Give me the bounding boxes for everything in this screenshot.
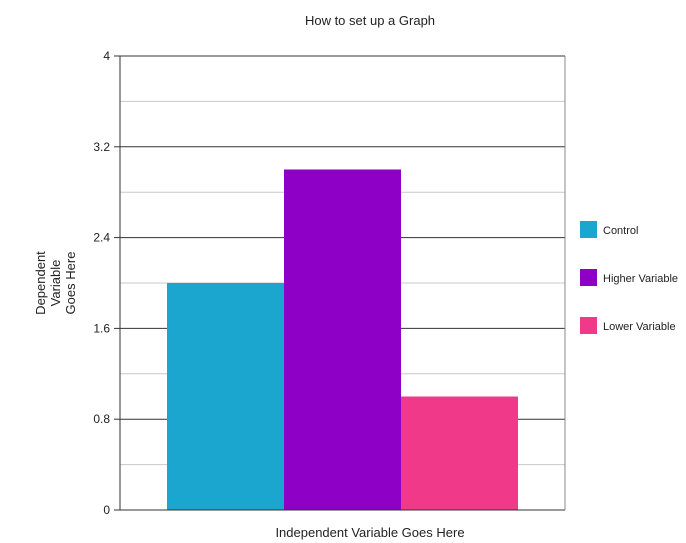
legend-swatch — [580, 221, 597, 238]
y-axis-title-line-3: Goes Here — [63, 252, 78, 315]
x-axis-title: Independent Variable Goes Here — [275, 525, 464, 540]
chart-title: How to set up a Graph — [305, 13, 435, 28]
y-tick-label: 4 — [103, 49, 110, 63]
bar-higher-variable — [284, 170, 401, 511]
legend: Control Higher Variable Lower Variable — [580, 221, 678, 334]
legend-label: Lower Variable — [603, 321, 676, 333]
legend-swatch — [580, 269, 597, 286]
bars — [167, 170, 518, 511]
y-tick-label: 3.2 — [93, 140, 110, 154]
y-axis-title-line-1: Dependent — [33, 251, 48, 315]
legend-label: Control — [603, 225, 638, 237]
bar-lower-variable — [401, 397, 518, 511]
y-axis-title: Dependent Variable Goes Here — [33, 251, 78, 315]
legend-swatch — [580, 317, 597, 334]
bar-control — [167, 283, 284, 510]
y-tick-label: 0 — [103, 503, 110, 517]
y-axis-ticks: 0 0.8 1.6 2.4 3.2 4 — [93, 49, 120, 517]
y-tick-label: 1.6 — [93, 321, 110, 335]
legend-label: Higher Variable — [603, 273, 678, 285]
y-tick-label: 2.4 — [93, 231, 110, 245]
y-tick-label: 0.8 — [93, 412, 110, 426]
y-axis-title-line-2: Variable — [48, 260, 63, 307]
